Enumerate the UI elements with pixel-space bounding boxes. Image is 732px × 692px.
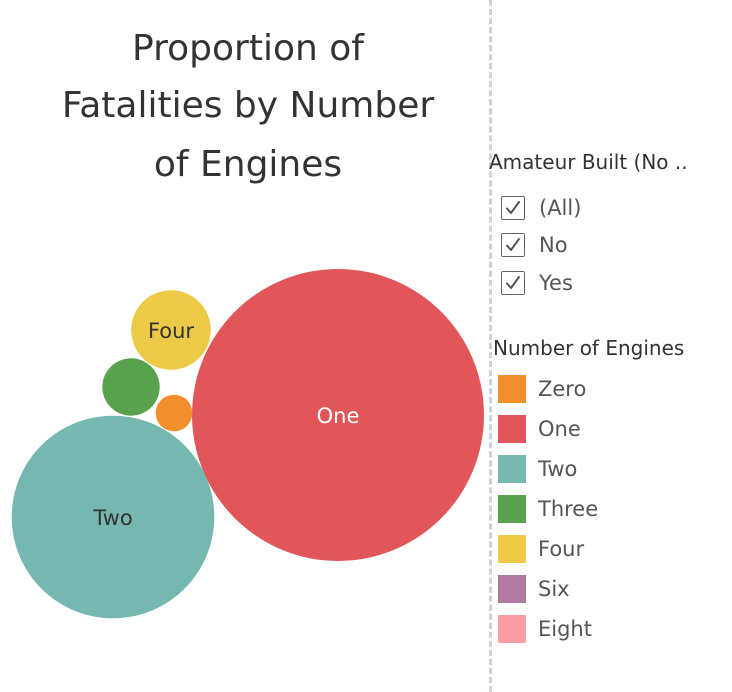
legend-item-zero[interactable]: Zero [498,374,586,404]
bubble-chart: Proportion of Fatalities by Number of Engi… [11,28,484,619]
chart-title: Proportion of Fatalities by Number of Engi… [62,28,435,185]
legend-label: Zero [538,377,587,401]
legend-swatch [498,535,526,563]
filter-item[interactable]: (All) [501,193,581,223]
legend-swatch [498,375,526,403]
filter-item-label: Yes [539,271,573,295]
bubble-four[interactable] [131,290,211,370]
filter-item-label: (All) [539,196,582,220]
legend-swatch [498,615,526,643]
checkbox[interactable] [501,233,525,257]
legend-item-eight[interactable]: Eight [498,614,592,644]
legend-label: One [538,417,581,441]
checkmark-icon [506,238,520,251]
bubble-one[interactable] [192,269,484,561]
panel-divider [489,0,492,692]
legend-item-four[interactable]: Four [498,534,584,564]
legend-item-one[interactable]: One [498,414,581,444]
legend-label: Two [538,457,578,481]
legend-swatch [498,495,526,523]
legend-swatch [498,415,526,443]
chart-title-line: Fatalities by Number [62,85,435,126]
legend-label: Three [538,497,599,521]
bubble-zero[interactable] [155,394,193,432]
chart-title-line: of Engines [154,144,342,185]
filter-title: Amateur Built (No .. [489,150,688,174]
bubble-three[interactable] [102,358,160,416]
bubble-two[interactable] [11,415,215,619]
legend-label: Eight [538,617,592,641]
bubble-label-four: Four [148,319,194,343]
legend-title: Number of Engines [493,336,685,360]
filter-item[interactable]: No [501,230,568,260]
filter-item-label: No [539,233,568,257]
legend-label: Four [538,537,585,561]
chart-title-line: Proportion of [132,28,365,69]
bubbles-group: One Two Four [11,269,484,619]
checkmark-icon [506,201,520,214]
legend-item-two[interactable]: Two [498,454,577,484]
checkbox[interactable] [501,196,525,220]
checkmark-icon [506,276,520,289]
legend-item-six[interactable]: Six [498,574,570,604]
legend-item-three[interactable]: Three [498,494,598,524]
checkbox[interactable] [501,271,525,295]
bubble-label-one: One [317,404,360,428]
filter-item[interactable]: Yes [501,268,573,298]
legend-swatch [498,455,526,483]
legend-swatch [498,575,526,603]
bubble-label-two: Two [92,506,132,530]
legend-label: Six [538,577,570,601]
